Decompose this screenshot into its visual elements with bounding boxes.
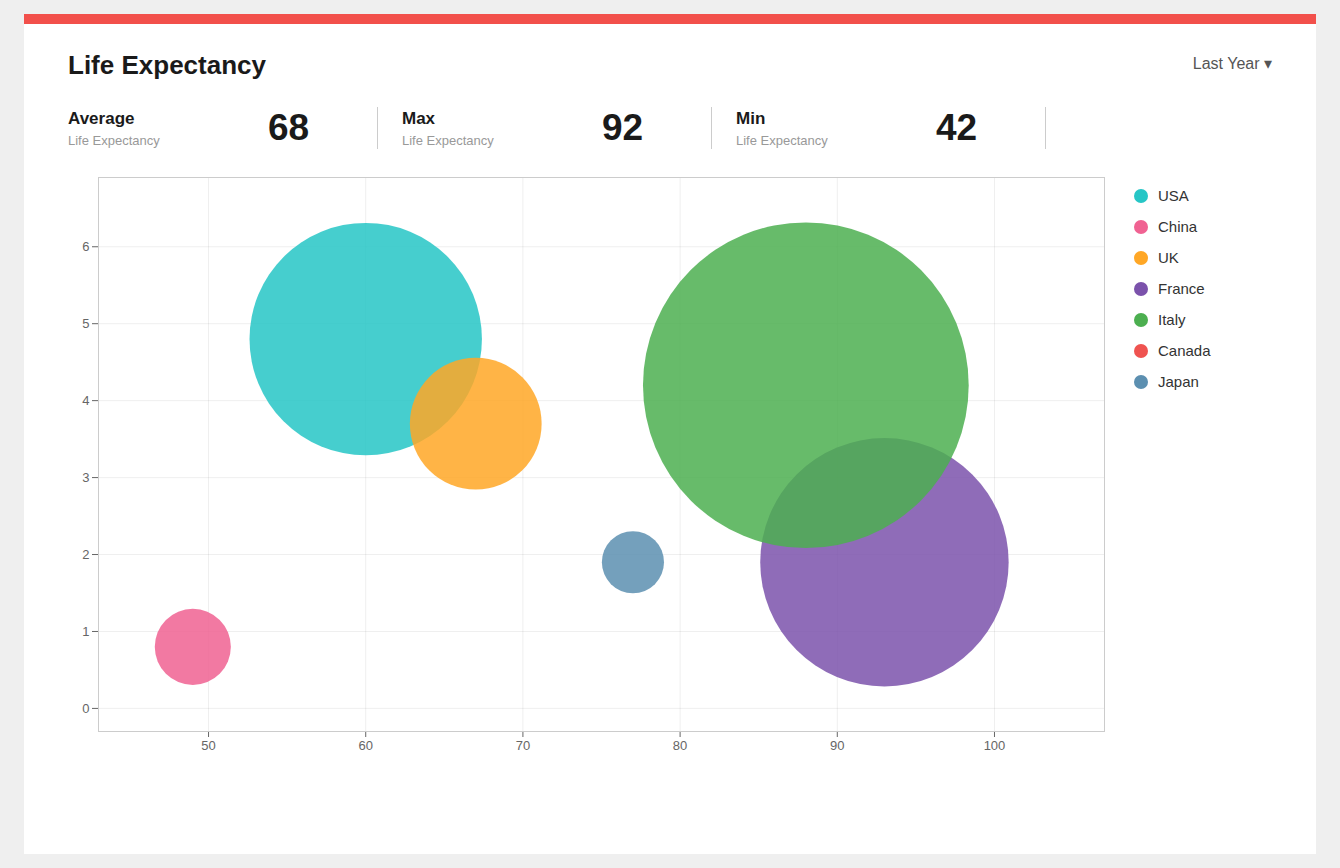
svg-text:0: 0 [82,701,89,716]
svg-text:6: 6 [82,239,89,254]
svg-text:90: 90 [830,738,844,753]
html-text:42: 42 [936,107,978,148]
html-text:UK: UK [1158,249,1179,266]
svg-text:50: 50 [201,738,215,753]
svg-text:60: 60 [358,738,372,753]
html-text:Max: Max [402,108,436,128]
html-text:Italy: Italy [1158,311,1186,328]
html-text:Life Expectancy: Life Expectancy [68,50,266,80]
html-text:Life Expectancy: Life Expectancy [68,132,160,148]
html-text:68: 68 [268,107,310,148]
html-text:Min: Min [736,108,766,128]
svg-text:1: 1 [82,624,89,639]
html-text:Canada: Canada [1158,342,1211,359]
svg-text:2: 2 [82,547,89,562]
svg-text:5: 5 [82,316,89,331]
svg-text:4: 4 [82,393,89,408]
html-text:China: China [1158,218,1198,235]
svg-text:100: 100 [984,738,1006,753]
html-text:92: 92 [602,107,644,148]
html-text:Life Expectancy: Life Expectancy [402,132,494,148]
html-text:Last Year ▾: Last Year ▾ [1192,55,1272,72]
html-text:USA: USA [1158,187,1189,204]
svg-text:3: 3 [82,470,89,485]
html-text:Average: Average [68,108,135,128]
svg-text:80: 80 [673,738,687,753]
svg-text:70: 70 [516,738,530,753]
html-text:Japan: Japan [1158,373,1199,390]
html-text:Life Expectancy: Life Expectancy [736,132,828,148]
html-text:France: France [1158,280,1205,297]
